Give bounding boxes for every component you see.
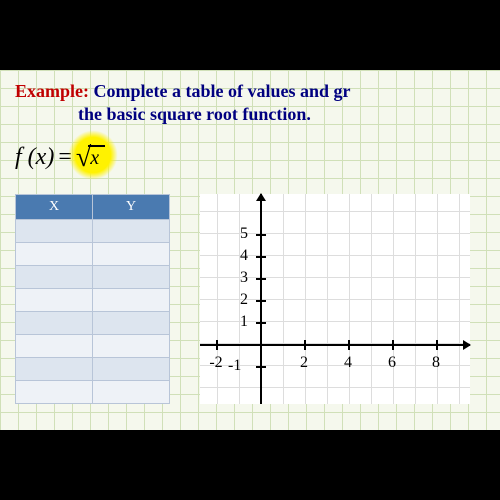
tick-x [216, 340, 218, 350]
tick-y [256, 256, 266, 258]
tick-x [348, 340, 350, 350]
fx-notation: f (x) [15, 144, 54, 171]
table-header-x: X [16, 194, 93, 219]
cell-y [93, 242, 170, 265]
x-axis-label: -2 [209, 354, 222, 372]
tick-y [256, 234, 266, 236]
tick-x [436, 340, 438, 350]
y-axis-label: 2 [240, 291, 248, 309]
table-row [16, 311, 170, 334]
function-expression: f (x) = √ x [15, 142, 500, 174]
cell-x [16, 380, 93, 403]
table-row [16, 334, 170, 357]
cell-x [16, 265, 93, 288]
x-axis-label: 6 [388, 354, 396, 372]
tick-x [392, 340, 394, 350]
cell-x [16, 219, 93, 242]
slide-content: Example: Complete a table of values and … [0, 70, 500, 430]
tick-y [256, 366, 266, 368]
tick-y [256, 278, 266, 280]
tick-x [304, 340, 306, 350]
cell-y [93, 311, 170, 334]
cell-x [16, 357, 93, 380]
letterbox-bottom [0, 430, 500, 500]
x-axis-label: 2 [300, 354, 308, 372]
table-row [16, 357, 170, 380]
y-axis-label: 5 [240, 225, 248, 243]
instruction-line-1: Complete a table of values and gr [94, 81, 351, 101]
table-row [16, 242, 170, 265]
cell-x [16, 311, 93, 334]
cell-x [16, 242, 93, 265]
x-axis-label: 8 [432, 354, 440, 372]
table-header-y: Y [93, 194, 170, 219]
x-axis-label: 4 [344, 354, 352, 372]
cell-y [93, 265, 170, 288]
tick-y [256, 300, 266, 302]
x-axis [200, 344, 470, 346]
y-axis-label: -1 [228, 357, 241, 375]
letterbox-top [0, 0, 500, 70]
table-row [16, 265, 170, 288]
example-label: Example: [15, 81, 89, 101]
sqrt-expression: √ x [76, 142, 105, 174]
cell-y [93, 334, 170, 357]
instruction-text: Example: Complete a table of values and … [15, 80, 500, 127]
y-axis [260, 194, 262, 404]
table-row [16, 288, 170, 311]
coordinate-graph: 1 2 3 4 5 -1 -2 2 4 6 8 [200, 194, 470, 404]
values-table: X Y [15, 194, 170, 404]
cell-y [93, 380, 170, 403]
cell-x [16, 334, 93, 357]
instruction-line-2: the basic square root function. [78, 104, 311, 124]
y-axis-label: 3 [240, 269, 248, 287]
cell-x [16, 288, 93, 311]
table-row [16, 219, 170, 242]
radicand: x [88, 145, 105, 170]
cell-y [93, 219, 170, 242]
tick-y [256, 322, 266, 324]
y-axis-label: 4 [240, 247, 248, 265]
y-axis-label: 1 [240, 313, 248, 331]
cell-y [93, 288, 170, 311]
table-row [16, 380, 170, 403]
lower-section: X Y 1 2 3 4 5 -1 -2 2 4 6 8 [15, 194, 500, 404]
cell-y [93, 357, 170, 380]
